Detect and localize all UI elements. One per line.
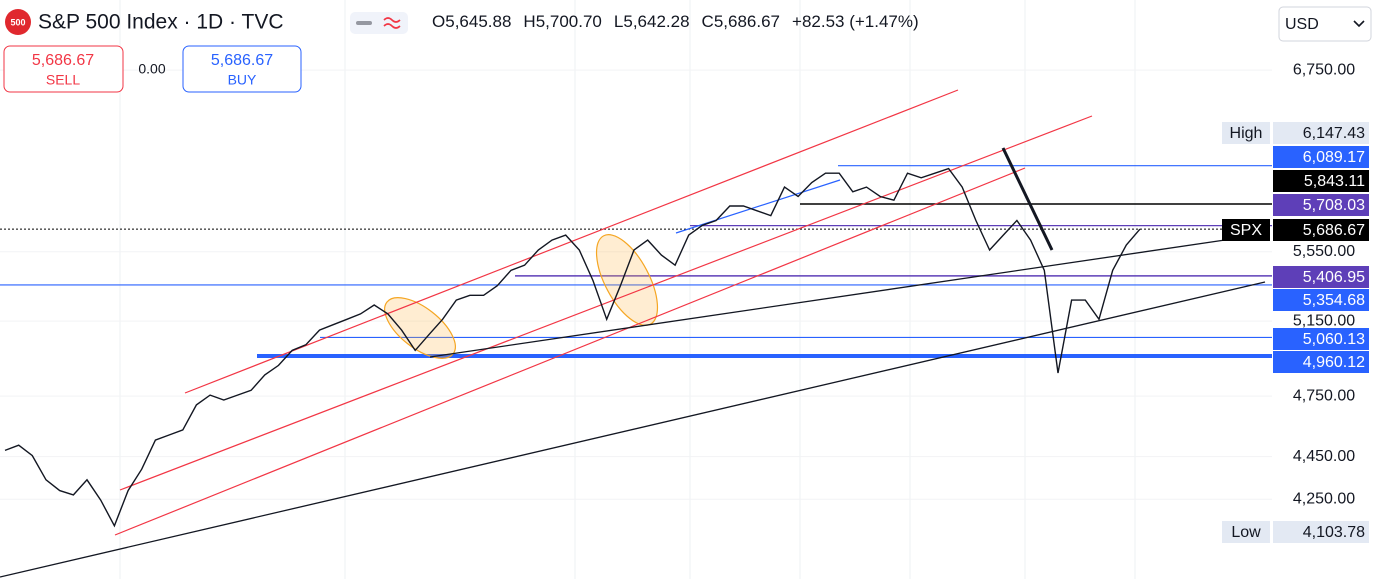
level-name: SPX: [1230, 222, 1262, 239]
level-box: [1273, 289, 1369, 311]
level-label: 6,147.43: [1303, 125, 1365, 142]
y-tick-label: 5,550.00: [1293, 243, 1355, 260]
currency-box[interactable]: [1278, 6, 1372, 42]
level-label: 5,708.03: [1303, 197, 1365, 214]
sell-price: 5,686.67: [32, 52, 94, 69]
level-box: [1273, 122, 1369, 144]
chevron: [1353, 20, 1365, 28]
ohlc-key: C: [702, 12, 714, 31]
level-box: [1273, 170, 1369, 192]
y-tick-label: 4,750.00: [1293, 387, 1355, 404]
price-line: [4, 167, 1141, 528]
level-label: 5,060.13: [1303, 331, 1365, 348]
level-name-box: [1222, 521, 1270, 543]
trend-line: [675, 179, 841, 234]
level-box: [1273, 351, 1369, 373]
level-label: 6,089.17: [1303, 149, 1365, 166]
ohlc-key: O: [432, 12, 445, 31]
badge: [5, 9, 31, 35]
price-axis: 6,750.00 5,550.00 5,150.00 4,750.00 4,450.00…: [1293, 61, 1355, 507]
level-name: Low: [1231, 524, 1261, 541]
level-box: [1273, 146, 1369, 168]
y-tick-label: 4,250.00: [1293, 490, 1355, 507]
level-label: 5,686.67: [1303, 222, 1365, 239]
level-box: [1273, 194, 1369, 216]
currency-select[interactable]: USD: [1278, 6, 1372, 42]
ohlc-key: L: [614, 12, 623, 31]
level-name-box: [1222, 122, 1270, 144]
level-box: [1273, 328, 1369, 350]
trend-line: [0, 281, 1266, 578]
trend-line: [429, 239, 1226, 358]
y-tick-label: 6,750.00: [1293, 61, 1355, 78]
trend-line: [119, 115, 1093, 491]
level-labels: 6,147.43 High 6,089.17 5,843.11 5,708.03 5,68…: [1222, 122, 1369, 543]
trend-line: [1001, 147, 1054, 251]
ohlc-value: 5,645.88: [445, 12, 511, 31]
level-name: High: [1230, 125, 1263, 142]
ohlc-key: H: [523, 12, 535, 31]
header: 500 S&P 500 Index · 1D · TVC O5,645.88 H5…: [5, 9, 919, 35]
sell-label: SELL: [46, 72, 80, 88]
currency: USD: [1285, 16, 1319, 33]
ellipse: [595, 234, 659, 326]
spread: 0.00: [138, 61, 165, 77]
toggle-icon: [383, 17, 401, 29]
badge-text: 500: [10, 17, 25, 27]
level-label: 5,406.95: [1303, 269, 1365, 286]
buy-label: BUY: [228, 72, 257, 88]
y-tick-label: 4,450.00: [1293, 448, 1355, 465]
ohlc-value: 5,686.67: [714, 12, 780, 31]
trend-line: [114, 167, 1026, 536]
level-label: 5,354.68: [1303, 292, 1365, 309]
level-box: [1273, 521, 1369, 543]
toggle-icon: [356, 21, 372, 25]
title: S&P 500 Index · 1D · TVC: [38, 11, 284, 34]
change: +82.53 (+1.47%): [792, 12, 919, 31]
level-label: 5,843.11: [1304, 173, 1365, 190]
y-tick-label: 5,150.00: [1293, 312, 1355, 329]
level-name-box: [1222, 219, 1270, 241]
ohlc: O5,645.88 H5,700.70 L5,642.28 C5,686.67 +82.…: [432, 12, 919, 31]
level-label: 4,103.78: [1303, 524, 1365, 541]
level-label: 4,960.12: [1303, 354, 1365, 371]
toggle[interactable]: [350, 12, 408, 34]
levels: [0, 165, 1272, 358]
drawings: [0, 89, 1266, 578]
level-box: [1273, 266, 1369, 288]
level-box: [1273, 219, 1369, 241]
buy-price: 5,686.67: [211, 52, 273, 69]
series: [4, 167, 1141, 528]
sell-button[interactable]: [3, 45, 124, 93]
buy-button[interactable]: [182, 45, 302, 93]
ohlc-value: 5,700.70: [536, 12, 602, 31]
ohlc-value: 5,642.28: [623, 12, 689, 31]
trade-buttons: 5,686.67 SELL 0.00 5,686.67 BUY: [3, 45, 302, 93]
